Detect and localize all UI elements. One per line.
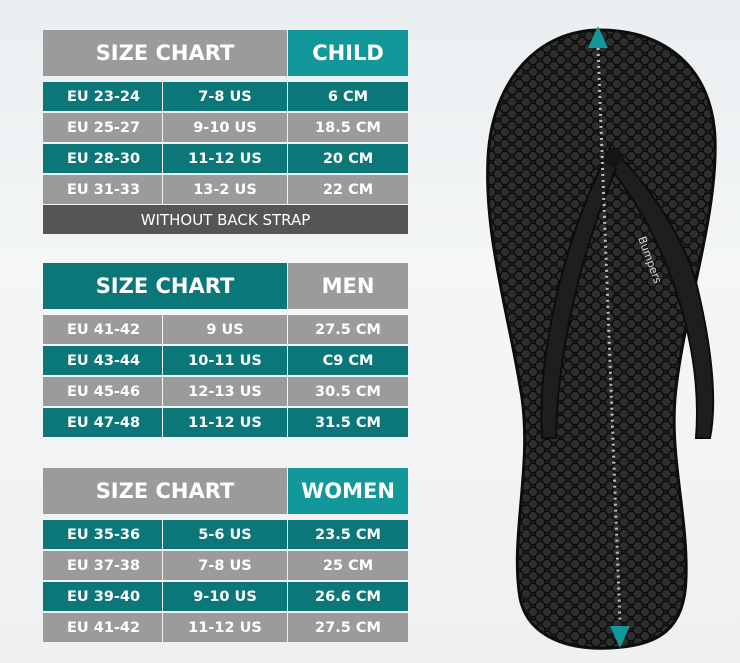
foot-length-cell: 25 CM — [288, 551, 408, 580]
foot-length-cell: 18.5 CM — [288, 113, 408, 142]
strap — [540, 145, 618, 439]
us-size-cell: 12-13 US — [163, 377, 287, 406]
child-size-table: SIZE CHART CHILD EU 23-24 7-8 US 6 CM EU 25… — [43, 30, 408, 234]
eu-size-cell: EU 25-27 — [43, 113, 162, 142]
eu-size-cell: EU 35-36 — [43, 520, 162, 549]
table-row: EU 28-30 11-12 US 20 CM — [43, 144, 408, 173]
table-row: EU 31-33 13-2 US 22 CM — [43, 175, 408, 204]
us-size-cell: 10-11 US — [163, 346, 287, 375]
table-row: EU 37-38 7-8 US 25 CM — [43, 551, 408, 580]
us-size-cell: 11-12 US — [163, 613, 287, 642]
women-size-table: SIZE CHART WOMEN EU 35-36 5-6 US 23.5 CM EU… — [43, 468, 408, 642]
category-label: CHILD — [288, 30, 408, 76]
foot-length-cell: 30.5 CM — [288, 377, 408, 406]
table-row: EU 23-24 7-8 US 6 CM — [43, 82, 408, 111]
table-row: EU 43-44 10-11 US C9 CM — [43, 346, 408, 375]
table-row: EU 41-42 9 US 27.5 CM — [43, 315, 408, 344]
eu-size-cell: EU 47-48 — [43, 408, 162, 437]
us-size-cell: 11-12 US — [163, 144, 287, 173]
foot-length-cell: 20 CM — [288, 144, 408, 173]
category-label: WOMEN — [288, 468, 408, 514]
table-footer-note: WITHOUT BACK STRAP — [43, 205, 408, 234]
foot-length-cell: 23.5 CM — [288, 520, 408, 549]
eu-size-cell: EU 39-40 — [43, 582, 162, 611]
table-row: EU 39-40 9-10 US 26.6 CM — [43, 582, 408, 611]
us-size-cell: 11-12 US — [163, 408, 287, 437]
men-size-table: SIZE CHART MEN EU 41-42 9 US 27.5 CM EU 43-… — [43, 263, 408, 437]
foot-length-cell: 6 CM — [288, 82, 408, 111]
sole — [486, 28, 717, 650]
eu-size-cell: EU 41-42 — [43, 315, 162, 344]
eu-size-cell: EU 41-42 — [43, 613, 162, 642]
arrow-up-icon — [588, 26, 608, 48]
strap — [609, 145, 715, 439]
table-title: SIZE CHART — [43, 263, 287, 309]
us-size-cell: 5-6 US — [163, 520, 287, 549]
eu-size-cell: EU 37-38 — [43, 551, 162, 580]
flip-flop-image: Bumpers — [486, 26, 717, 650]
foot-length-cell: C9 CM — [288, 346, 408, 375]
us-size-cell: 7-8 US — [163, 82, 287, 111]
arrow-down-icon — [610, 626, 630, 648]
foot-length-cell: 26.6 CM — [288, 582, 408, 611]
table-row: EU 35-36 5-6 US 23.5 CM — [43, 520, 408, 549]
table-header: SIZE CHART MEN — [43, 263, 408, 309]
table-row: EU 25-27 9-10 US 18.5 CM — [43, 113, 408, 142]
us-size-cell: 9-10 US — [163, 113, 287, 142]
foot-length-cell: 27.5 CM — [288, 613, 408, 642]
eu-size-cell: EU 43-44 — [43, 346, 162, 375]
table-row: EU 41-42 11-12 US 27.5 CM — [43, 613, 408, 642]
table-title: SIZE CHART — [43, 30, 287, 76]
foot-length-cell: 22 CM — [288, 175, 408, 204]
us-size-cell: 13-2 US — [163, 175, 287, 204]
eu-size-cell: EU 45-46 — [43, 377, 162, 406]
us-size-cell: 9-10 US — [163, 582, 287, 611]
us-size-cell: 9 US — [163, 315, 287, 344]
table-row: EU 47-48 11-12 US 31.5 CM — [43, 408, 408, 437]
eu-size-cell: EU 28-30 — [43, 144, 162, 173]
eu-size-cell: EU 23-24 — [43, 82, 162, 111]
table-row: EU 45-46 12-13 US 30.5 CM — [43, 377, 408, 406]
eu-size-cell: EU 31-33 — [43, 175, 162, 204]
foot-length-cell: 31.5 CM — [288, 408, 408, 437]
table-header: SIZE CHART WOMEN — [43, 468, 408, 514]
foot-length-cell: 27.5 CM — [288, 315, 408, 344]
us-size-cell: 7-8 US — [163, 551, 287, 580]
table-header: SIZE CHART CHILD — [43, 30, 408, 76]
category-label: MEN — [288, 263, 408, 309]
table-title: SIZE CHART — [43, 468, 287, 514]
